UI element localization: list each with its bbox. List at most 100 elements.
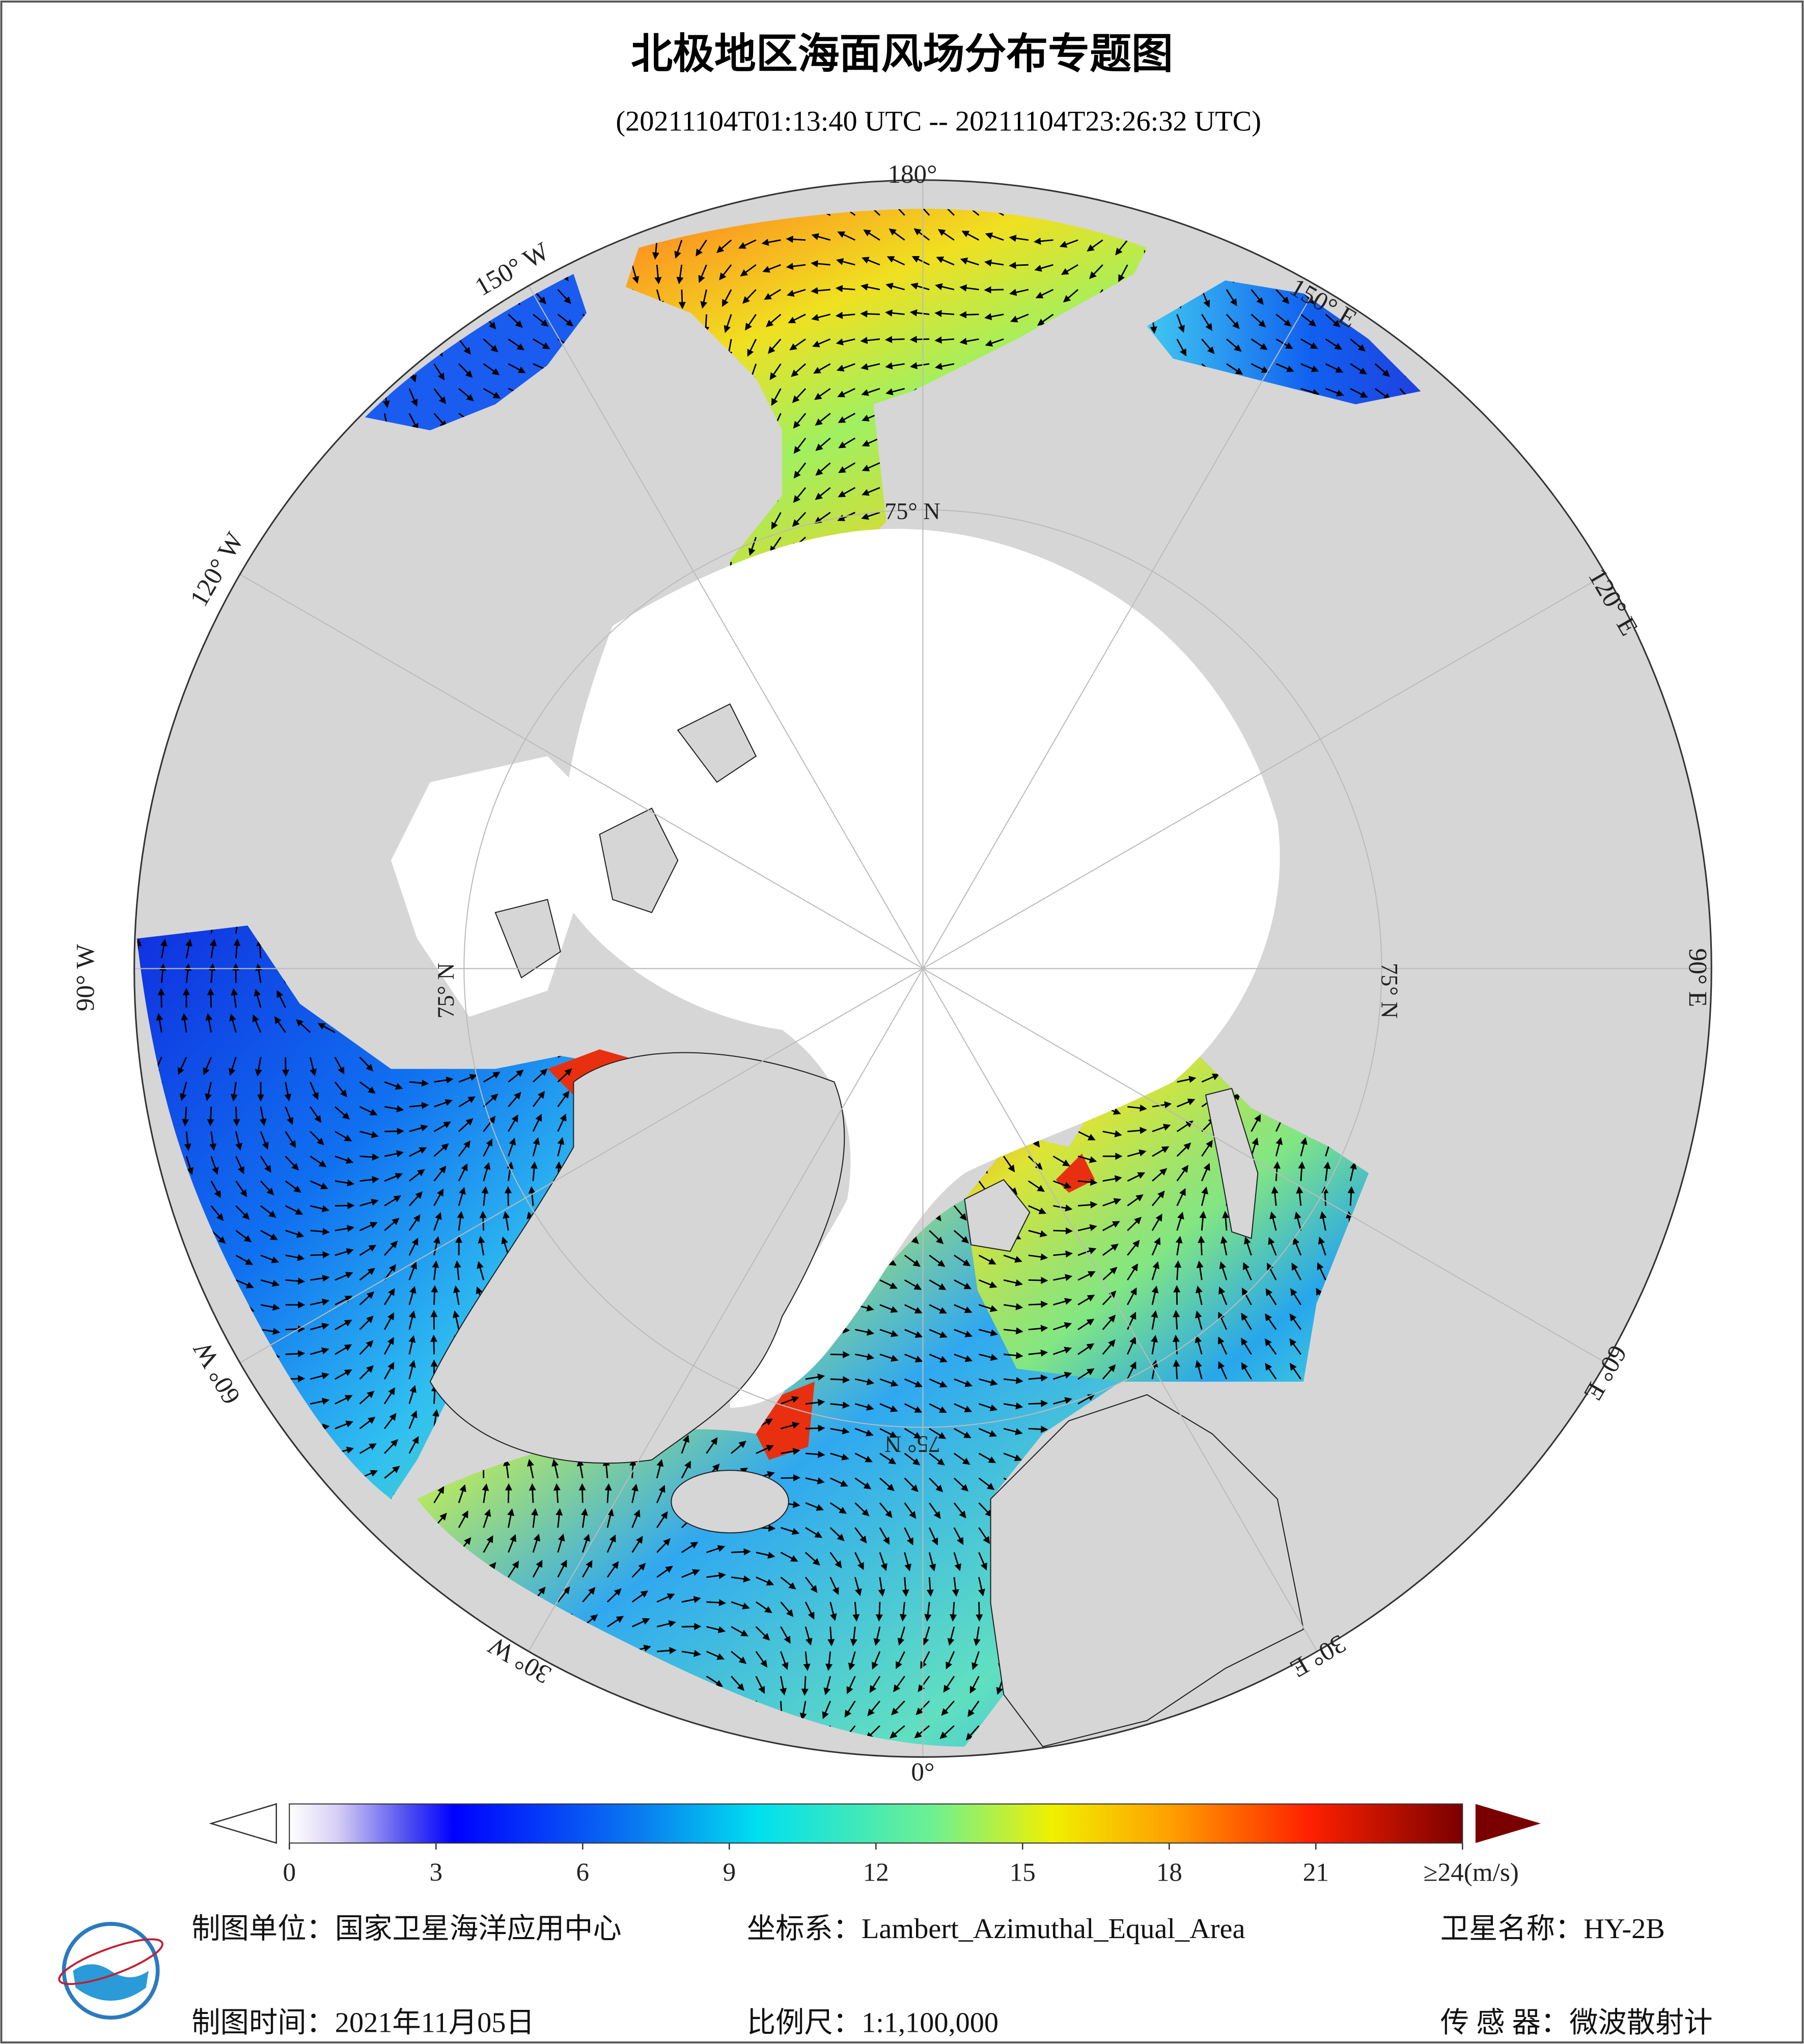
wind-arrow <box>210 1230 226 1244</box>
wind-arrow <box>862 487 880 496</box>
wind-arrow <box>1053 1250 1073 1258</box>
wind-arrow <box>433 1165 447 1182</box>
wind-arrow <box>731 1548 751 1556</box>
wind-arrow <box>837 363 855 372</box>
wind-arrow <box>909 309 930 317</box>
wind-arrow <box>1300 1137 1308 1157</box>
wind-arrow <box>771 512 782 530</box>
wind-arrow <box>483 388 501 399</box>
wind-arrow <box>528 1186 536 1206</box>
wind-arrow <box>532 1137 540 1157</box>
wind-arrow <box>359 1268 375 1281</box>
wind-arrow <box>934 336 955 344</box>
wind-arrow <box>652 240 659 260</box>
wind-arrow <box>862 257 880 266</box>
wind-arrow <box>1198 1236 1205 1255</box>
wind-arrow <box>255 963 263 983</box>
wind-arrow <box>815 437 831 451</box>
wind-arrow <box>815 487 831 500</box>
wind-arrow <box>1177 1098 1196 1108</box>
wind-arrow <box>889 228 905 241</box>
wind-arrow <box>812 338 831 348</box>
map <box>134 180 1712 1757</box>
wind-arrow <box>1028 1300 1048 1308</box>
wind-arrow <box>156 1013 163 1033</box>
wind-arrow <box>696 239 707 257</box>
wind-arrow <box>953 1230 969 1244</box>
colorbar-tick-label: 3 <box>430 1858 443 1887</box>
wind-arrow <box>1028 1229 1048 1238</box>
wind-arrow <box>1003 1254 1022 1263</box>
wind-arrow <box>1115 239 1128 256</box>
lat-label: 75° N <box>1377 963 1403 1018</box>
wind-arrow <box>1226 338 1242 352</box>
wind-arrow <box>1077 1201 1098 1209</box>
wind-arrow <box>409 1102 429 1109</box>
footer-sensor: 传 感 器：微波散射计 <box>1440 2007 1713 2038</box>
wind-arrow <box>384 1195 402 1207</box>
wind-arrow <box>179 1081 187 1101</box>
wind-arrow <box>1251 338 1268 350</box>
wind-arrow <box>408 388 418 407</box>
wind-arrow <box>458 1074 478 1083</box>
wind-arrow <box>483 363 500 376</box>
wind-arrow <box>310 1274 330 1282</box>
wind-arrow <box>1028 1425 1048 1433</box>
wind-arrow <box>235 1156 244 1174</box>
wind-arrow <box>235 1205 250 1220</box>
wind-arrow <box>433 1212 442 1231</box>
wind-arrow <box>433 1188 444 1207</box>
wind-arrow <box>806 1424 825 1432</box>
wind-arrow <box>1152 1146 1170 1157</box>
wind-arrow <box>274 1016 286 1033</box>
wind-arrow <box>359 1176 379 1184</box>
wind-arrow <box>359 1198 379 1207</box>
wind-arrow <box>724 314 732 333</box>
wind-arrow <box>814 388 831 400</box>
wind-arrow <box>458 1096 476 1108</box>
wind-arrow <box>408 1214 421 1231</box>
colorbar-tick-label: 21 <box>1303 1858 1329 1887</box>
wind-arrow <box>207 988 214 1008</box>
wind-arrow <box>815 462 831 476</box>
wind-arrow <box>1028 1180 1045 1192</box>
wind-arrow <box>1374 388 1392 401</box>
wind-arrow <box>929 1254 946 1267</box>
wind-arrow <box>838 412 856 423</box>
wind-arrow <box>1220 1236 1228 1256</box>
colorbar-tick-label: 15 <box>1010 1858 1036 1887</box>
wind-arrow <box>984 313 1004 320</box>
wind-arrow <box>409 1079 429 1087</box>
footer-projection: 坐标系：Lambert_Azimuthal_Equal_Area <box>747 1913 1245 1945</box>
wind-arrow <box>716 239 732 253</box>
wind-arrow <box>1003 1156 1015 1172</box>
wind-arrow <box>978 1254 996 1265</box>
wind-arrow <box>748 537 757 556</box>
wind-arrow <box>557 314 574 327</box>
wind-arrow <box>260 1131 269 1150</box>
wind-arrow <box>478 1236 485 1255</box>
wind-arrow <box>761 239 781 246</box>
lon-label: 90° E <box>1683 948 1712 1007</box>
wind-arrow <box>532 1113 542 1132</box>
wind-arrow <box>1300 363 1319 372</box>
wind-arrow <box>260 1279 280 1287</box>
wind-arrow <box>789 338 806 351</box>
wind-arrow <box>674 240 683 259</box>
wind-arrow <box>285 1350 306 1357</box>
wind-arrow <box>557 289 571 304</box>
wind-arrow <box>738 239 757 249</box>
wind-arrow <box>801 1676 809 1696</box>
wind-arrow <box>1325 314 1341 327</box>
wind-arrow <box>811 233 831 241</box>
wind-arrow <box>786 263 806 270</box>
wind-arrow <box>1009 235 1029 242</box>
iceland <box>671 1470 789 1534</box>
wind-arrow <box>276 990 286 1008</box>
wind-arrow <box>1275 363 1294 372</box>
wind-arrow <box>1201 1073 1220 1083</box>
wind-arrow <box>310 1251 330 1258</box>
wind-arrow <box>260 1180 274 1196</box>
wind-arrow <box>1127 1217 1142 1231</box>
wind-arrow <box>1201 339 1215 354</box>
